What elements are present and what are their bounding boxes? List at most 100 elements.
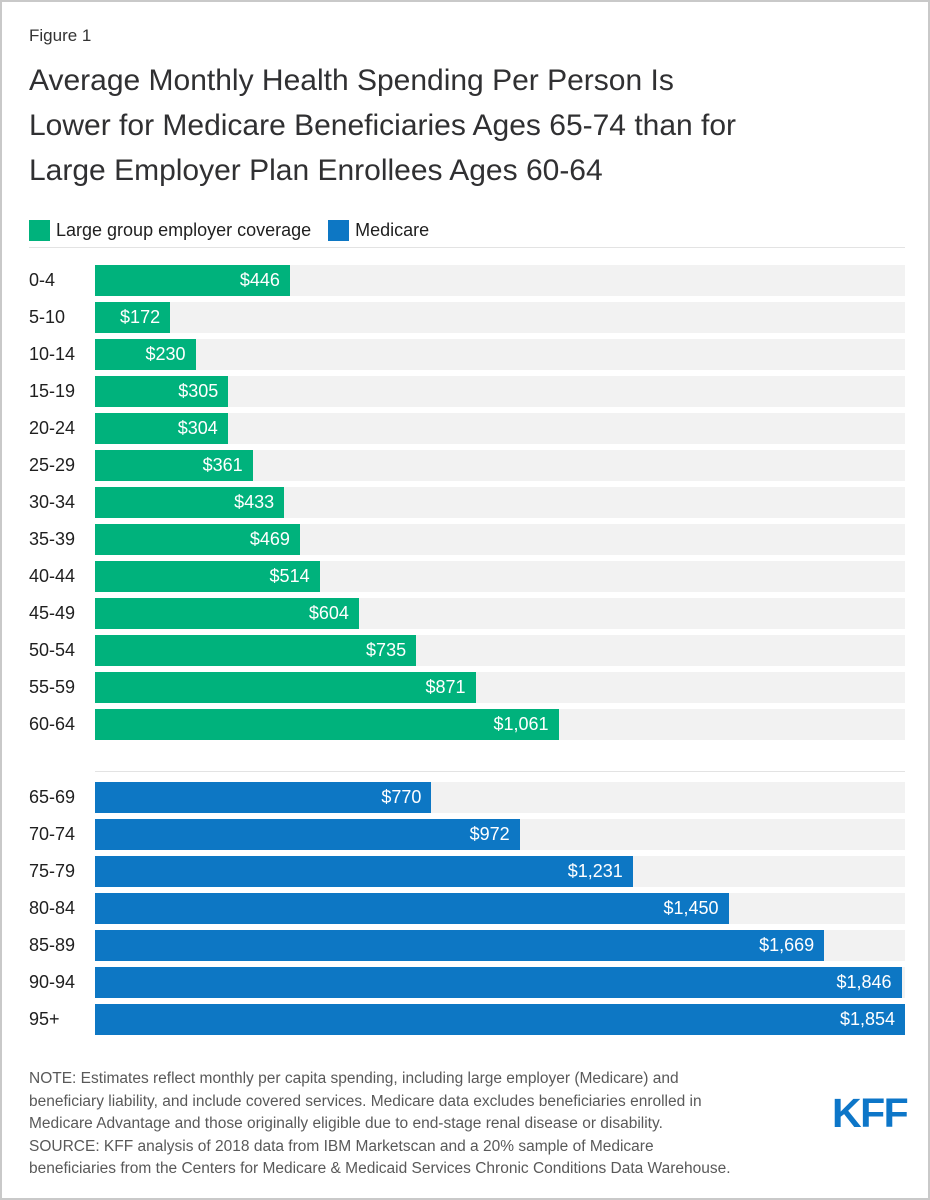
bar-row: 10-14 $230 (2, 339, 928, 370)
bar-row: 60-64 $1,061 (2, 709, 928, 740)
bar-value-label: $972 (469, 824, 510, 844)
chart-title-line: Lower for Medicare Beneficiaries Ages 65… (29, 109, 737, 142)
bar-value-label: $1,846 (836, 972, 892, 992)
bar-row: 75-79 $1,231 (2, 856, 928, 887)
bar-chart: 0-4 $446 5-10 $172 10-14 $230 15-19 $305 20-24 $3… (2, 265, 928, 1041)
bar-track: $604 (95, 598, 905, 629)
bar-track: $361 (95, 450, 905, 481)
bar-row: 45-49 $604 (2, 598, 928, 629)
bar-track: $735 (95, 635, 905, 666)
bar-value-label: $871 (425, 677, 466, 697)
employer-color-swatch (29, 220, 50, 241)
note-text-line: beneficiary liability, and include cover… (29, 1092, 702, 1110)
bar: $1,846 (95, 967, 902, 998)
bar-row: 0-4 $446 (2, 265, 928, 296)
bar: $469 (95, 524, 300, 555)
chart-title: Average Monthly Health Spending Per Pers… (29, 58, 736, 193)
bar-track: $230 (95, 339, 905, 370)
bar-value-label: $1,669 (759, 935, 815, 955)
plot-top-axis-line (29, 247, 905, 248)
bar: $972 (95, 819, 520, 850)
age-group-label: 0-4 (29, 270, 56, 290)
series-group-gap (2, 746, 928, 782)
age-group-label: 45-49 (29, 603, 76, 623)
bar: $446 (95, 265, 290, 296)
bar: $433 (95, 487, 285, 518)
chart-title-line: Average Monthly Health Spending Per Pers… (29, 64, 674, 97)
bar: $1,450 (95, 893, 729, 924)
age-group-label: 20-24 (29, 418, 76, 438)
age-group-label: 85-89 (29, 935, 76, 955)
bar-row: 90-94 $1,846 (2, 967, 928, 998)
bar: $735 (95, 635, 417, 666)
age-group-label: 70-74 (29, 824, 76, 844)
note-text-line: Medicare Advantage and those originally … (29, 1115, 663, 1132)
age-group-label: 35-39 (29, 529, 76, 549)
bar-track: $1,854 (95, 1004, 905, 1035)
bar: $604 (95, 598, 359, 629)
bar-row: 80-84 $1,450 (2, 893, 928, 924)
bar-row: 40-44 $514 (2, 561, 928, 592)
bar-value-label: $1,450 (663, 898, 719, 918)
medicare-color-swatch (328, 220, 350, 241)
bar-track: $172 (95, 302, 905, 333)
bar-track: $433 (95, 487, 905, 518)
group-separator-line (95, 771, 905, 772)
bar: $770 (95, 782, 432, 813)
kff-logo: KFF (832, 1090, 909, 1136)
age-group-label: 90-94 (29, 972, 76, 992)
bar-value-label: $305 (178, 381, 219, 401)
legend-label: Medicare (355, 220, 430, 240)
bar-row: 50-54 $735 (2, 635, 928, 666)
bar-track: $1,061 (95, 709, 905, 740)
bar-row: 5-10 $172 (2, 302, 928, 333)
bar-value-label: $1,231 (567, 861, 623, 881)
bar-value-label: $433 (234, 492, 275, 512)
source-text-line: beneficiaries from the Centers for Medic… (29, 1160, 731, 1177)
bar-row: 15-19 $305 (2, 376, 928, 407)
age-group-label: 80-84 (29, 898, 76, 918)
age-group-label: 55-59 (29, 677, 76, 697)
bar-track: $1,450 (95, 893, 905, 924)
bar: $1,669 (95, 930, 825, 961)
bar-track: $469 (95, 524, 905, 555)
bar-value-label: $469 (249, 529, 290, 549)
bar-value-label: $172 (120, 307, 161, 327)
bar-track: $1,846 (95, 967, 905, 998)
age-group-label: 95+ (29, 1009, 60, 1029)
bar-track: $305 (95, 376, 905, 407)
bar-value-label: $1,854 (839, 1009, 895, 1029)
bar-track: $972 (95, 819, 905, 850)
bar-value-label: $230 (145, 344, 186, 364)
bar-value-label: $735 (366, 640, 407, 660)
legend-label: Large group employer coverage (56, 220, 312, 240)
bar-row: 70-74 $972 (2, 819, 928, 850)
bar: $304 (95, 413, 228, 444)
bar-track: $514 (95, 561, 905, 592)
bar-value-label: $361 (202, 455, 243, 475)
source-text-line: SOURCE: KFF analysis of 2018 data from I… (29, 1137, 654, 1155)
figure-label: Figure 1 (29, 26, 92, 45)
age-group-label: 10-14 (29, 344, 76, 364)
age-group-label: 5-10 (29, 307, 66, 327)
bar-value-label: $446 (239, 270, 280, 290)
age-group-label: 15-19 (29, 381, 76, 401)
bar: $1,854 (95, 1004, 905, 1035)
bar-row: 35-39 $469 (2, 524, 928, 555)
age-group-label: 60-64 (29, 714, 76, 734)
legend: Large group employer coverage Medicare (29, 220, 429, 241)
bar-row: 65-69 $770 (2, 782, 928, 813)
age-group-label: 50-54 (29, 640, 76, 660)
bar-track: $770 (95, 782, 905, 813)
age-group-label: 40-44 (29, 566, 76, 586)
bar-value-label: $304 (177, 418, 218, 438)
bar: $514 (95, 561, 320, 592)
bar-value-label: $514 (269, 566, 310, 586)
bar-row: 85-89 $1,669 (2, 930, 928, 961)
bar: $1,231 (95, 856, 633, 887)
age-group-label: 75-79 (29, 861, 76, 881)
bar-track: $446 (95, 265, 905, 296)
bar-value-label: $1,061 (493, 714, 549, 734)
bar-value-label: $770 (381, 787, 422, 807)
